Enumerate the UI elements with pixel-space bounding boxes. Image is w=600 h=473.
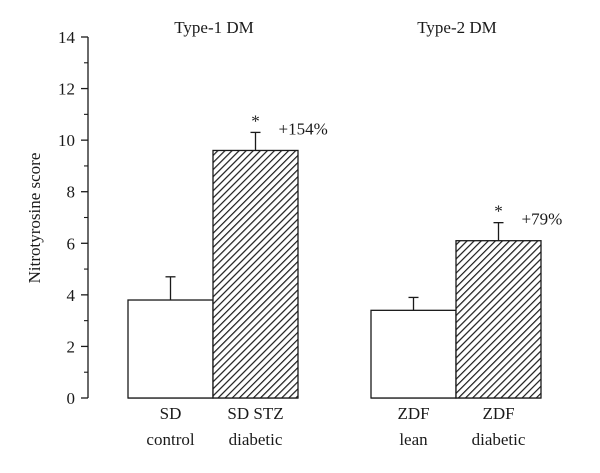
category-label: diabetic — [229, 430, 283, 449]
category-label: ZDF — [482, 404, 514, 423]
bar — [455, 240, 542, 399]
y-tick-label: 14 — [58, 28, 76, 47]
y-tick-label: 8 — [67, 183, 76, 202]
group-label: Type-1 DM — [174, 18, 254, 37]
percent-change-label: +154% — [279, 119, 328, 138]
y-tick-label: 6 — [67, 234, 76, 253]
category-label: SD — [160, 404, 182, 423]
category-label: diabetic — [472, 430, 526, 449]
bar — [370, 309, 457, 399]
bar — [212, 149, 299, 399]
y-axis-label: Nitrotyrosine score — [25, 153, 44, 284]
group-label: Type-2 DM — [417, 18, 497, 37]
y-tick-label: 10 — [58, 131, 75, 150]
category-label: ZDF — [397, 404, 429, 423]
significance-mark: * — [494, 202, 503, 221]
significance-mark: * — [251, 111, 260, 130]
category-label: lean — [399, 430, 428, 449]
bar — [127, 299, 214, 399]
y-tick-label: 2 — [67, 337, 76, 356]
y-tick-label: 4 — [67, 286, 76, 305]
percent-change-label: +79% — [522, 210, 563, 229]
y-tick-label: 0 — [67, 389, 76, 408]
category-label: control — [146, 430, 194, 449]
plot-area: 0 2 4 6 8 10 12 14 Type-1 DM SD control SD STZ diabe… — [58, 18, 562, 449]
category-label: SD STZ — [227, 404, 283, 423]
y-tick-label: 12 — [58, 80, 75, 99]
